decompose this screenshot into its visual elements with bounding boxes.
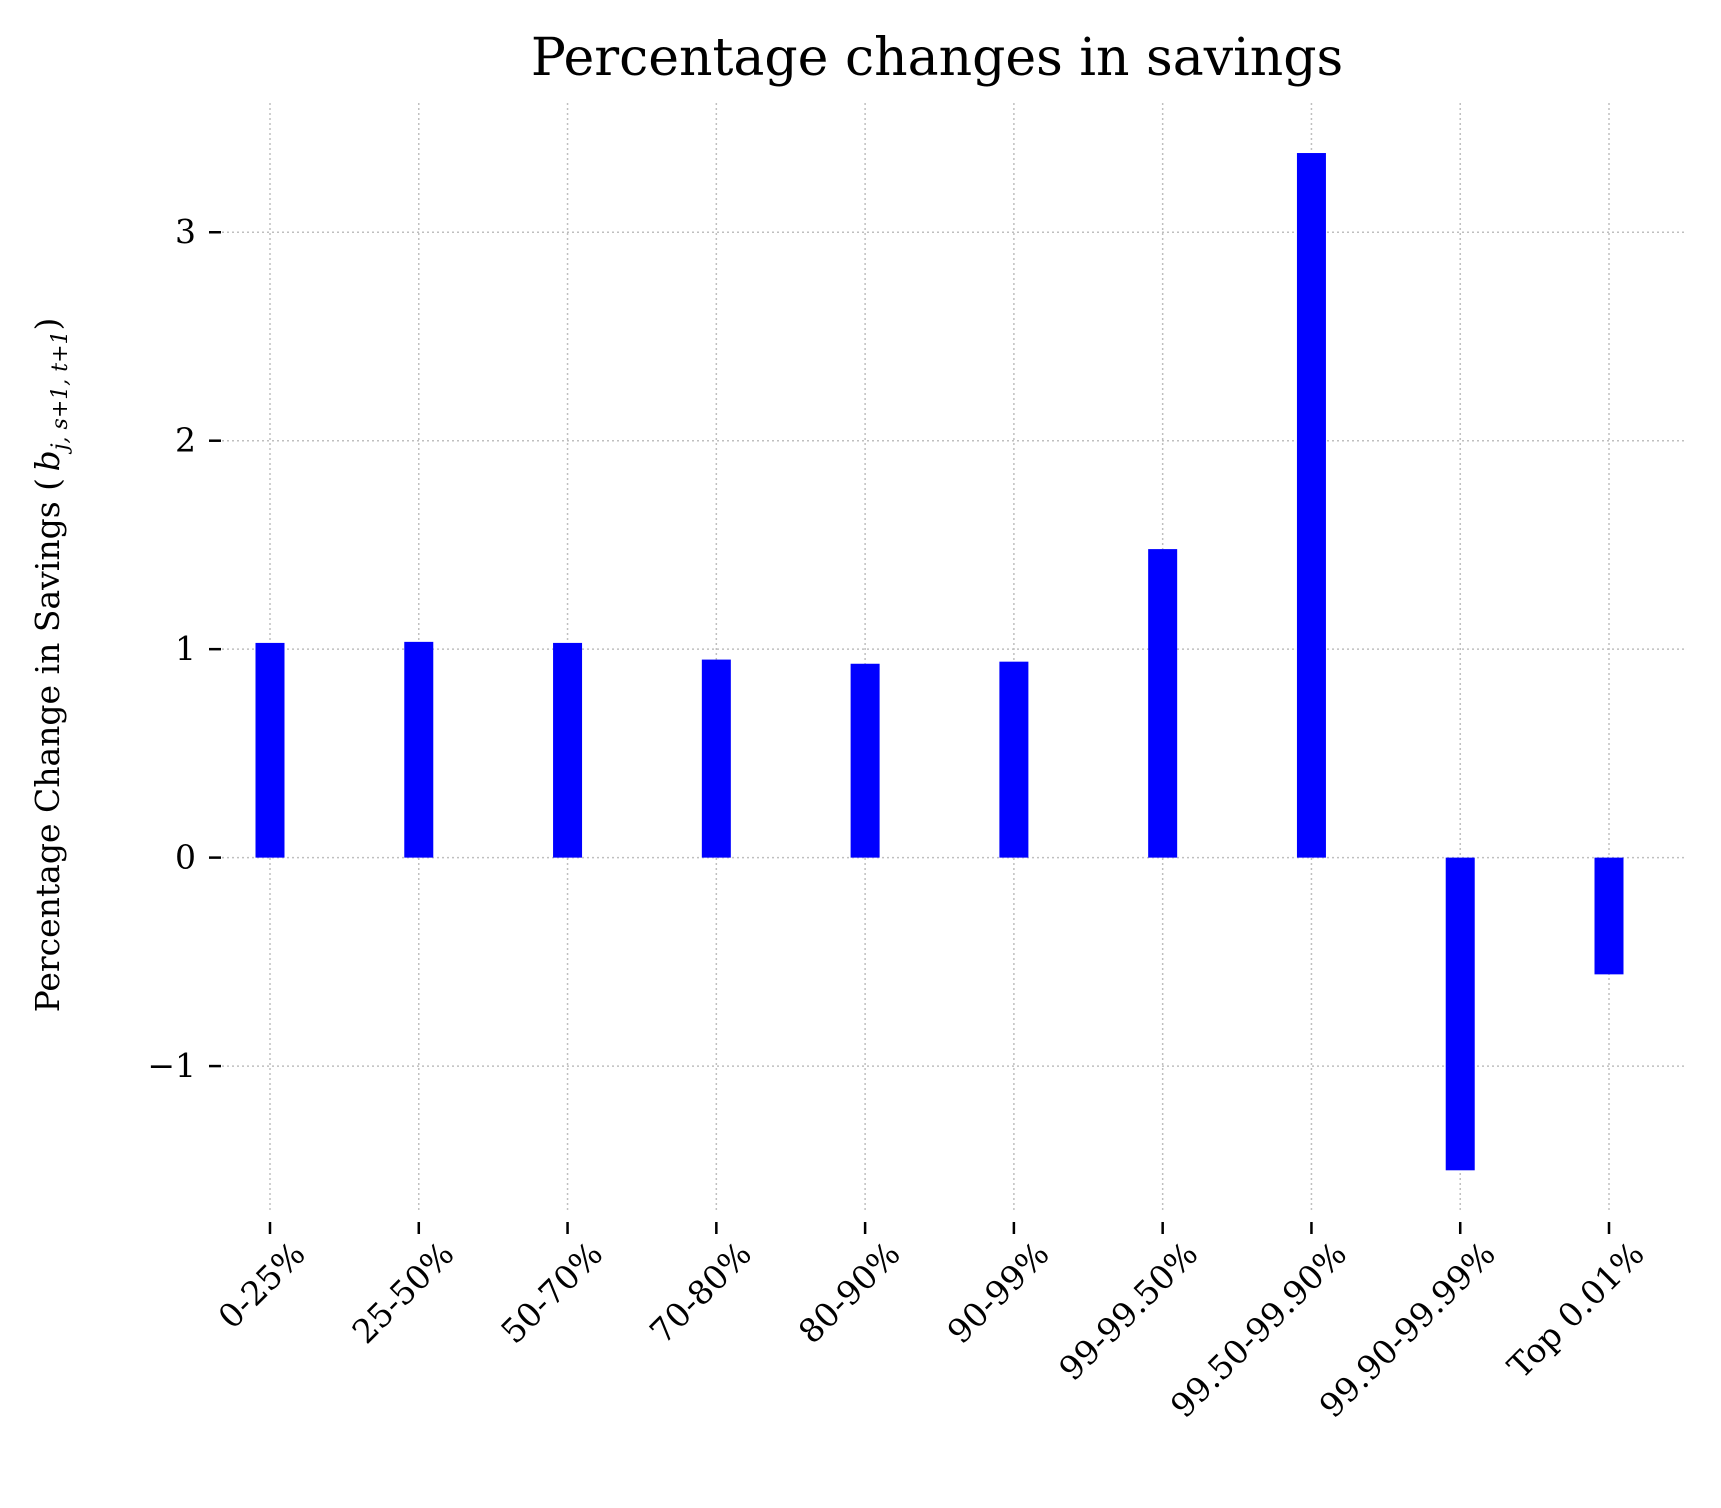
y-tick-label: 1 [175, 629, 196, 668]
y-axis-label-close: ) [28, 318, 67, 331]
x-tick-label: 99-99.50% [1051, 1234, 1205, 1388]
grid-lines [222, 103, 1685, 1212]
x-tick-label: 70-80% [642, 1234, 759, 1351]
bar-25-50 [404, 641, 434, 858]
bar-0-25 [255, 642, 285, 858]
bar-99-50-99-90 [1296, 153, 1326, 858]
x-tick-label: 0-25% [210, 1234, 312, 1336]
x-tick-label: 50-70% [493, 1234, 610, 1351]
y-axis-label: Percentage Change in Savings ( bj, s+1, … [28, 318, 73, 1013]
x-tick-label: Top 0.01% [1500, 1234, 1652, 1386]
bar-99-99-50 [1148, 549, 1178, 858]
x-tick-label: 25-50% [344, 1234, 461, 1351]
bar-90-99 [999, 661, 1029, 858]
y-axis: −1 0 1 2 3 [147, 212, 221, 1085]
y-tick-label: 0 [175, 838, 196, 877]
bars [255, 153, 1624, 1171]
x-tick-label: 90-99% [940, 1234, 1057, 1351]
y-axis-label-math-subscript: j, s+1, t+1 [48, 330, 73, 455]
chart-title: Percentage changes in savings [531, 28, 1343, 88]
y-tick-label: 2 [175, 421, 196, 460]
y-tick-label: 3 [175, 212, 196, 251]
x-axis: 0-25% 25-50% 50-70% 70-80% 80-90% 90-99%99-99… [210, 1222, 1652, 1425]
bar-99-90-99-99 [1445, 857, 1475, 1171]
y-axis-label-math-base: b [28, 450, 67, 471]
bar-70-80 [701, 659, 731, 858]
bar-top-0-01 [1594, 857, 1624, 975]
bar-80-90 [850, 663, 880, 858]
y-tick-label: −1 [147, 1046, 196, 1085]
y-axis-label-text: Percentage Change in Savings ( [28, 471, 67, 1012]
x-tick-label: 80-90% [791, 1234, 908, 1351]
bar-50-70 [553, 642, 583, 858]
